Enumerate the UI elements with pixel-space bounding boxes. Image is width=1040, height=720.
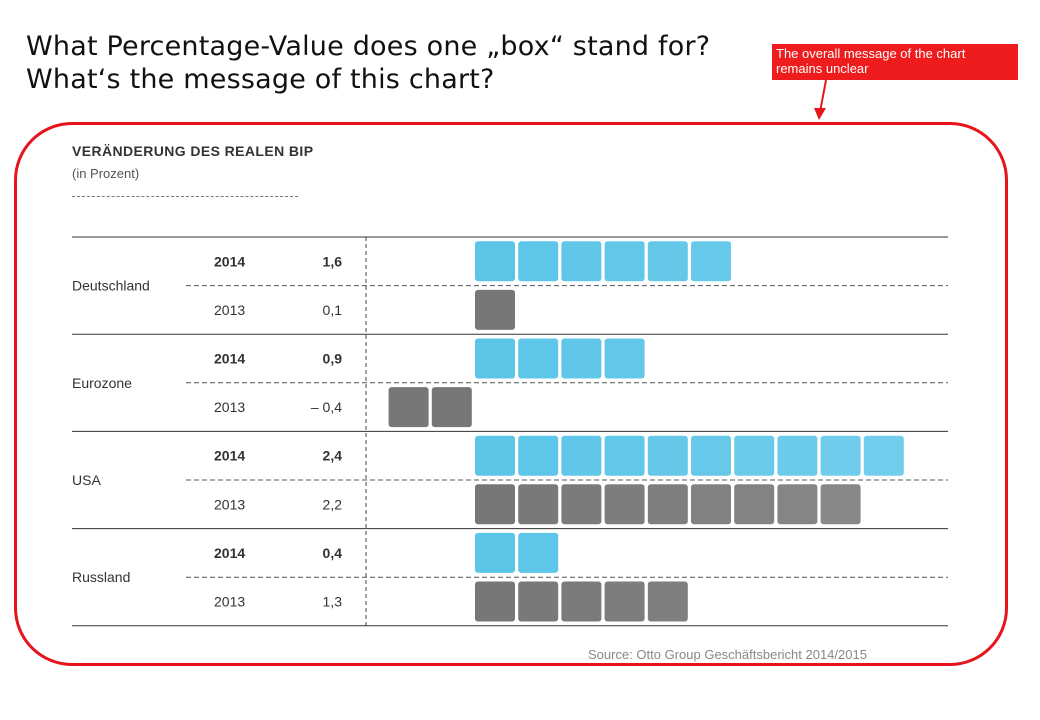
value-box <box>518 241 559 282</box>
year-label: 2013 <box>214 399 245 415</box>
value-box <box>475 289 515 330</box>
callout-note: The overall message of the chart remains… <box>772 44 1018 80</box>
value-label: 0,9 <box>323 351 343 367</box>
value-box <box>647 581 688 622</box>
value-box <box>820 484 861 525</box>
value-box <box>475 581 515 622</box>
value-label: 1,3 <box>323 594 343 610</box>
year-label: 2014 <box>214 253 245 269</box>
value-box <box>691 241 731 282</box>
year-label: 2014 <box>214 351 245 367</box>
value-label: 2,4 <box>323 448 343 464</box>
value-box <box>604 435 645 476</box>
year-label: 2013 <box>214 302 245 318</box>
value-box <box>518 484 559 525</box>
headline-line-2: What‘s the message of this chart? <box>26 64 495 95</box>
value-box <box>518 435 559 476</box>
value-box <box>691 484 731 525</box>
value-box <box>604 338 645 379</box>
value-box <box>647 435 688 476</box>
value-box <box>475 435 515 476</box>
value-box <box>777 484 818 525</box>
value-box <box>475 241 515 282</box>
value-box <box>820 435 861 476</box>
value-label: 0,1 <box>323 302 343 318</box>
value-box <box>863 435 904 476</box>
value-box <box>388 387 429 428</box>
value-box <box>734 435 775 476</box>
value-label: 0,4 <box>323 545 343 561</box>
value-box <box>647 484 688 525</box>
value-box <box>475 484 515 525</box>
chart-subtitle: (in Prozent) <box>72 166 140 181</box>
value-box <box>691 435 731 476</box>
country-label: Russland <box>72 569 130 585</box>
value-box <box>475 532 515 573</box>
value-box <box>734 484 775 525</box>
year-label: 2014 <box>214 545 245 561</box>
country-label: Eurozone <box>72 375 132 391</box>
source-note: Source: Otto Group Geschäftsbericht 2014… <box>588 647 867 662</box>
value-box <box>431 387 472 428</box>
year-label: 2013 <box>214 594 245 610</box>
value-box <box>561 581 602 622</box>
value-box <box>561 484 602 525</box>
value-box <box>561 241 602 282</box>
value-box <box>777 435 818 476</box>
value-box <box>604 581 645 622</box>
value-label: 2,2 <box>323 496 343 512</box>
title-divider <box>72 196 298 197</box>
value-box <box>604 484 645 525</box>
value-box <box>475 338 515 379</box>
value-box <box>561 435 602 476</box>
value-box <box>647 241 688 282</box>
year-label: 2013 <box>214 496 245 512</box>
headline: What Percentage-Value does one „box“ sta… <box>26 30 710 96</box>
country-label: USA <box>72 472 101 488</box>
value-box <box>518 581 559 622</box>
value-box <box>604 241 645 282</box>
value-box <box>518 532 559 573</box>
value-label: 1,6 <box>323 253 343 269</box>
chart-title: VERÄNDERUNG DES REALEN BIP <box>72 143 314 159</box>
value-label: – 0,4 <box>311 399 342 415</box>
headline-line-1: What Percentage-Value does one „box“ sta… <box>26 31 711 62</box>
country-label: Deutschland <box>72 278 150 294</box>
year-label: 2014 <box>214 448 245 464</box>
chart-highlight-frame <box>14 122 1008 666</box>
value-box <box>518 338 559 379</box>
value-box <box>561 338 602 379</box>
